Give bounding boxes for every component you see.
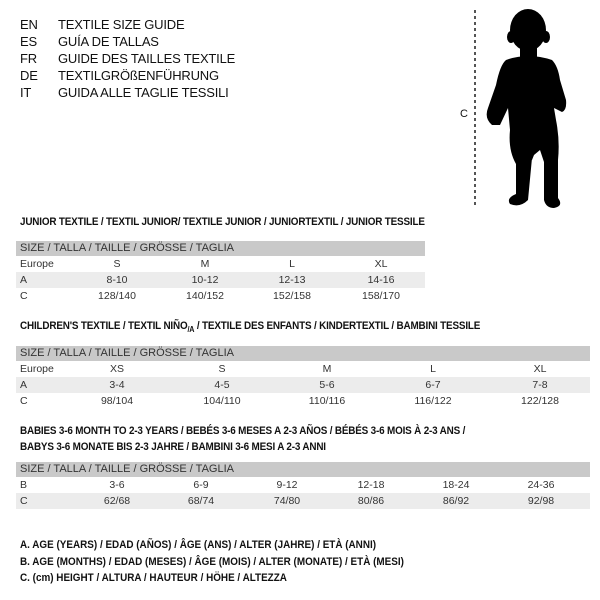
size-header: SIZE / TALLA / TAILLE / GRÖSSE / TAGLIA — [16, 241, 425, 256]
size-header: SIZE / TALLA / TAILLE / GRÖSSE / TAGLIA — [16, 462, 590, 477]
table-cell: 7-8 — [532, 379, 548, 391]
table-cell: 140/152 — [186, 290, 224, 302]
table-cell: M — [322, 363, 332, 375]
table-cell: 10-12 — [191, 274, 219, 286]
babies-size-table: SIZE / TALLA / TAILLE / GRÖSSE / TAGLIA B… — [16, 462, 590, 509]
language-code: ES — [20, 34, 37, 49]
table-cell: 4-5 — [214, 379, 230, 391]
table-cell: 80/86 — [357, 495, 385, 507]
height-measure-label: C — [460, 108, 468, 120]
table-row: C 128/140 140/152 152/158 158/170 — [16, 288, 425, 304]
table-cell: 12-18 — [357, 479, 385, 491]
row-label: Europe — [20, 363, 54, 375]
table-cell: 92/98 — [527, 495, 555, 507]
table-cell: 5-6 — [319, 379, 335, 391]
table-cell: 68/74 — [187, 495, 215, 507]
table-cell: S — [113, 258, 121, 270]
babies-title-line1: BABIES 3-6 MONTH TO 2-3 YEARS / BEBÉS 3-… — [20, 425, 466, 437]
table-cell: 116/122 — [414, 395, 452, 407]
row-label: A — [20, 379, 28, 391]
table-row: Europe XS S M L XL — [16, 361, 590, 377]
table-cell: L — [430, 363, 436, 375]
table-cell: 86/92 — [442, 495, 470, 507]
table-cell: L — [289, 258, 295, 270]
children-title: CHILDREN'S TEXTILE / TEXTIL NIÑO/A / TEX… — [20, 320, 481, 335]
table-cell: M — [200, 258, 210, 270]
table-cell: XL — [533, 363, 547, 375]
table-row: A 8-10 10-12 12-13 14-16 — [16, 272, 425, 288]
children-size-table: SIZE / TALLA / TAILLE / GRÖSSE / TAGLIA E… — [16, 346, 590, 409]
table-cell: 62/68 — [103, 495, 131, 507]
children-title-suffix: /A — [187, 325, 195, 335]
table-cell: 110/116 — [308, 395, 346, 407]
row-label: Europe — [20, 258, 54, 270]
language-title: GUIDE DES TAILLES TEXTILE — [58, 51, 236, 66]
table-cell: 3-6 — [109, 479, 125, 491]
language-title: TEXTILE SIZE GUIDE — [58, 17, 185, 32]
language-code: DE — [20, 68, 38, 83]
table-cell: XS — [109, 363, 125, 375]
table-cell: 74/80 — [273, 495, 301, 507]
babies-title-line2: BABYS 3-6 MONATE BIS 2-3 JAHRE / BAMBINI… — [20, 441, 326, 453]
table-cell: 158/170 — [362, 290, 400, 302]
table-cell: S — [218, 363, 226, 375]
table-cell: 18-24 — [442, 479, 470, 491]
table-cell: 6-7 — [425, 379, 441, 391]
table-row: A 3-4 4-5 5-6 6-7 7-8 — [16, 377, 590, 393]
language-title: TEXTILGRÖßENFÜHRUNG — [58, 68, 219, 83]
table-cell: 6-9 — [193, 479, 209, 491]
table-cell: 128/140 — [98, 290, 136, 302]
table-cell: 12-13 — [278, 274, 306, 286]
table-cell: XL — [374, 258, 388, 270]
junior-title: JUNIOR TEXTILE / TEXTIL JUNIOR/ TEXTILE … — [20, 216, 425, 228]
row-label: A — [20, 274, 28, 286]
table-cell: 104/110 — [203, 395, 241, 407]
table-row: C 62/68 68/74 74/80 80/86 86/92 92/98 — [16, 493, 590, 509]
legend-c: C. (cm) HEIGHT / ALTURA / HAUTEUR / HÖHE… — [20, 572, 287, 584]
language-title: GUÍA DE TALLAS — [58, 34, 159, 49]
table-cell: 122/128 — [521, 395, 559, 407]
row-label: C — [20, 290, 28, 302]
child-silhouette-icon — [474, 9, 567, 208]
table-cell: 3-4 — [109, 379, 125, 391]
row-label: B — [20, 479, 28, 491]
table-cell: 8-10 — [106, 274, 128, 286]
table-row: B 3-6 6-9 9-12 12-18 18-24 24-36 — [16, 477, 590, 493]
table-cell: 9-12 — [276, 479, 298, 491]
legend-b: B. AGE (MONTHS) / EDAD (MESES) / ÂGE (MO… — [20, 556, 404, 568]
language-code: IT — [20, 85, 32, 100]
row-label: C — [20, 395, 28, 407]
table-row: Europe S M L XL — [16, 256, 425, 272]
table-cell: 98/104 — [100, 395, 134, 407]
junior-size-table: SIZE / TALLA / TAILLE / GRÖSSE / TAGLIA E… — [16, 241, 425, 304]
row-label: C — [20, 495, 28, 507]
table-cell: 152/158 — [273, 290, 311, 302]
language-code: FR — [20, 51, 37, 66]
table-row: C 98/104 104/110 110/116 116/122 122/128 — [16, 393, 590, 409]
table-cell: 14-16 — [367, 274, 395, 286]
table-cell: 24-36 — [527, 479, 555, 491]
language-title: GUIDA ALLE TAGLIE TESSILI — [58, 85, 229, 100]
language-code: EN — [20, 17, 38, 32]
size-header: SIZE / TALLA / TAILLE / GRÖSSE / TAGLIA — [16, 346, 590, 361]
legend-a: A. AGE (YEARS) / EDAD (AÑOS) / ÂGE (ANS)… — [20, 539, 377, 551]
